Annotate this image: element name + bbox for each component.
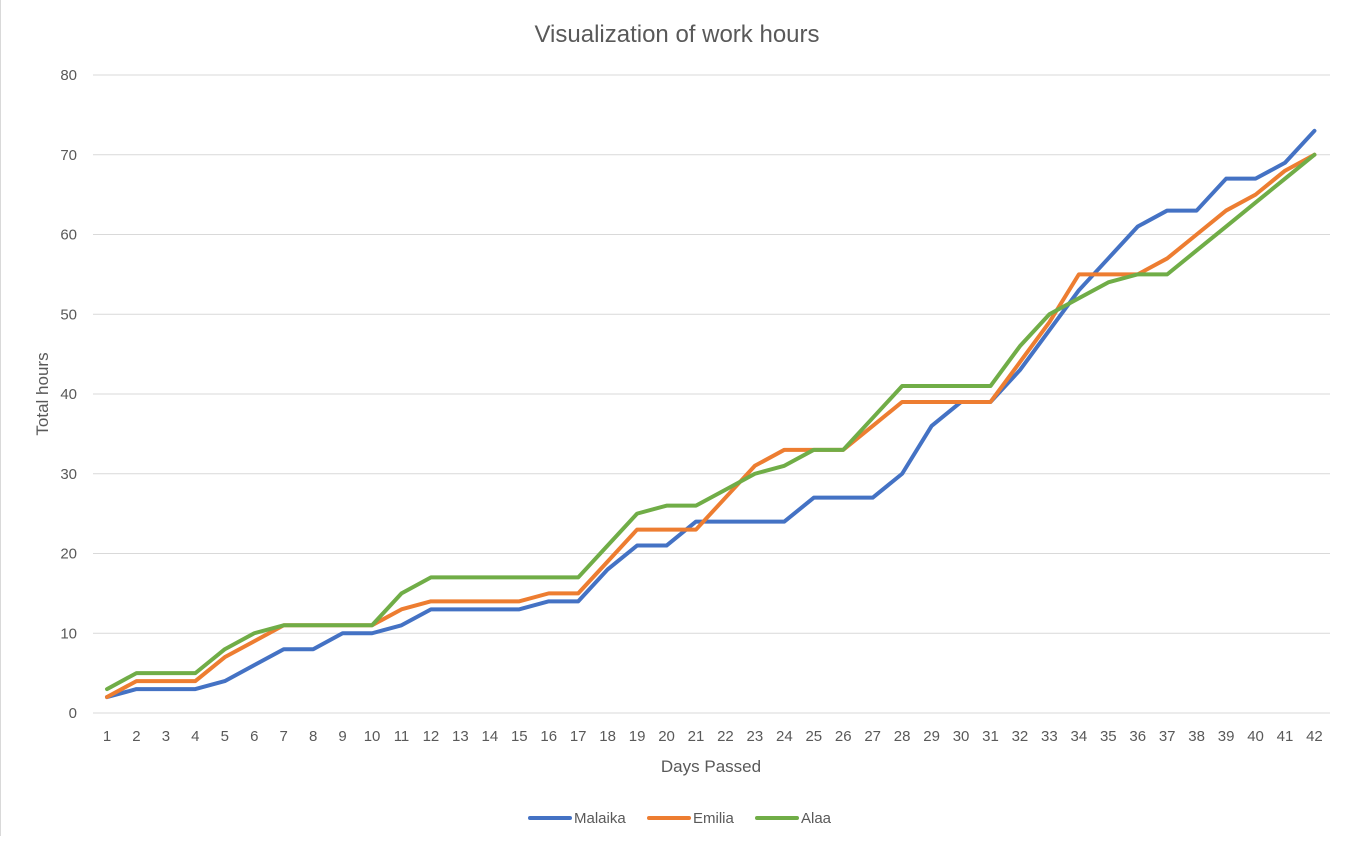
x-tick-label: 31: [982, 728, 999, 745]
x-tick-label: 2: [132, 728, 140, 745]
x-tick-label: 38: [1188, 728, 1205, 745]
x-tick-label: 1: [103, 728, 111, 745]
x-tick-label: 19: [629, 728, 646, 745]
x-tick-label: 37: [1159, 728, 1176, 745]
x-tick-label: 20: [658, 728, 675, 745]
x-tick-label: 5: [221, 728, 229, 745]
y-axis-label: Total hours: [33, 352, 52, 435]
y-tick-label: 10: [60, 625, 77, 642]
legend: Malaika Emilia Alaa: [528, 810, 832, 827]
chart-title: Visualization of work hours: [534, 21, 819, 48]
x-tick-label: 34: [1071, 728, 1088, 745]
x-tick-label: 32: [1012, 728, 1029, 745]
series-lines: [105, 128, 1317, 700]
legend-label-emilia: Emilia: [693, 810, 734, 827]
x-tick-label: 16: [540, 728, 557, 745]
x-tick-label: 30: [953, 728, 970, 745]
x-tick-label: 3: [162, 728, 170, 745]
y-tick-label: 0: [69, 705, 77, 722]
x-tick-label: 14: [482, 728, 499, 745]
x-tick-label: 6: [250, 728, 258, 745]
x-tick-label: 17: [570, 728, 587, 745]
x-tick-label: 27: [864, 728, 881, 745]
x-tick-label: 9: [338, 728, 346, 745]
x-axis-tick-labels: 1 2 3 4 5 6 7 8 9 10 11 12 13 14 15 16 17 18 19 20 21 22 23 24 2…: [103, 728, 1323, 745]
y-tick-label: 20: [60, 546, 77, 563]
x-axis-label: Days Passed: [661, 757, 761, 776]
x-tick-label: 15: [511, 728, 528, 745]
x-tick-label: 28: [894, 728, 911, 745]
x-tick-label: 29: [923, 728, 940, 745]
y-axis-tick-labels: 0 10 20 30 40 50 60 70 80: [60, 67, 77, 722]
x-tick-label: 21: [688, 728, 705, 745]
y-tick-label: 70: [60, 147, 77, 164]
series-line-alaa: [105, 152, 1317, 692]
x-tick-label: 12: [423, 728, 440, 745]
legend-label-malaika: Malaika: [574, 810, 626, 827]
x-tick-label: 35: [1100, 728, 1117, 745]
x-tick-label: 7: [280, 728, 288, 745]
y-tick-label: 60: [60, 227, 77, 244]
x-tick-label: 33: [1041, 728, 1058, 745]
y-tick-label: 80: [60, 67, 77, 84]
y-tick-label: 40: [60, 386, 77, 403]
x-tick-label: 39: [1218, 728, 1235, 745]
x-tick-label: 10: [364, 728, 381, 745]
y-tick-label: 50: [60, 306, 77, 323]
x-tick-label: 24: [776, 728, 793, 745]
x-tick-label: 13: [452, 728, 469, 745]
legend-label-alaa: Alaa: [801, 810, 832, 827]
series-line-emilia: [105, 152, 1317, 700]
x-tick-label: 42: [1306, 728, 1323, 745]
x-tick-label: 4: [191, 728, 199, 745]
x-tick-label: 22: [717, 728, 734, 745]
x-tick-label: 25: [805, 728, 822, 745]
y-tick-label: 30: [60, 466, 77, 483]
x-tick-label: 11: [394, 728, 410, 745]
x-tick-label: 36: [1129, 728, 1146, 745]
x-tick-label: 41: [1277, 728, 1294, 745]
series-line-malaika: [105, 128, 1317, 700]
x-tick-label: 23: [747, 728, 764, 745]
x-tick-label: 40: [1247, 728, 1264, 745]
x-tick-label: 8: [309, 728, 317, 745]
x-tick-label: 18: [599, 728, 616, 745]
x-tick-label: 26: [835, 728, 852, 745]
gridlines: [93, 74, 1330, 714]
